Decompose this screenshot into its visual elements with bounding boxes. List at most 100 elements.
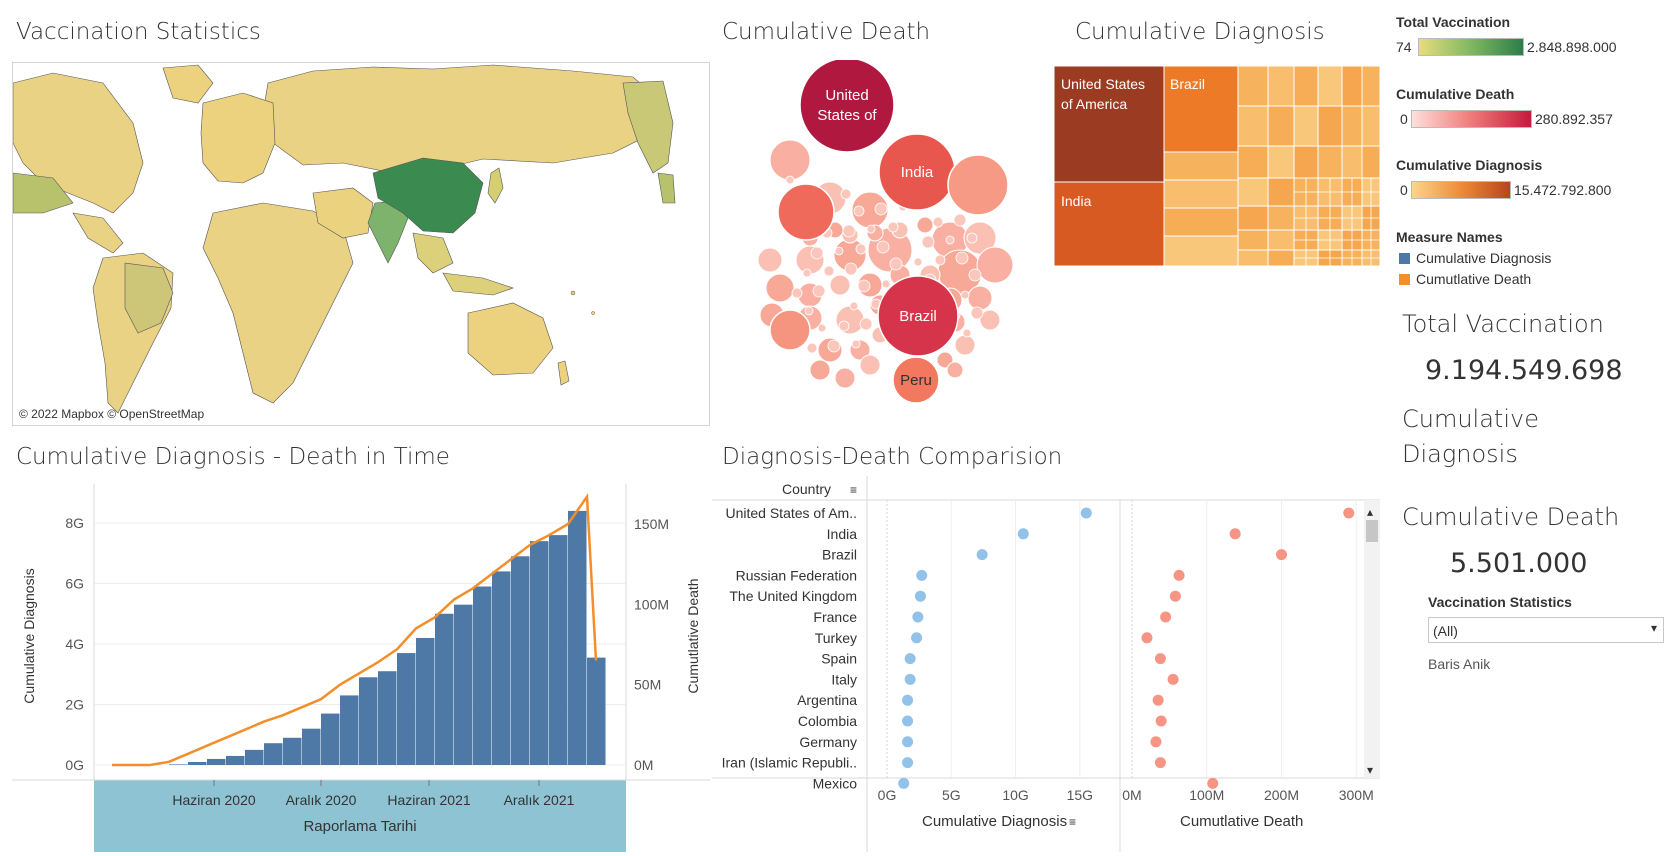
legend-measure-names-title: Measure Names xyxy=(1396,229,1503,245)
cmp-dot xyxy=(1080,507,1092,519)
bubble-tiny xyxy=(840,188,852,200)
kpi-total-vaccination-value: 9.194.549.698 xyxy=(1425,355,1623,386)
bubble-tiny xyxy=(810,246,824,260)
x-tick-label: Aralık 2020 xyxy=(286,792,357,808)
cmp-dot xyxy=(1343,507,1355,519)
bubble-tiny xyxy=(849,301,859,311)
cmp-x-tick-label: 15G xyxy=(1067,787,1093,803)
diagnosis-death-comparison-chart[interactable]: Country ≡ United States of Am.. India Braz… xyxy=(712,476,1392,852)
cmp-x-tick-label: 10G xyxy=(1002,787,1028,803)
sort-icon-diagnosis[interactable]: ≡ xyxy=(1069,815,1076,829)
bubble-tiny xyxy=(934,254,946,266)
map-region-usa-west xyxy=(13,172,74,214)
bubble-tiny xyxy=(804,306,814,316)
y-tick-label: 4G xyxy=(65,636,84,652)
bubble-tiny xyxy=(970,306,984,320)
bar-cumulative-diagnosis xyxy=(340,695,359,765)
cmp-dot xyxy=(1141,632,1153,644)
map-credit: © 2022 Mapbox © OpenStreetMap xyxy=(19,407,205,421)
bar-cumulative-diagnosis xyxy=(511,556,530,765)
country-row-label: France xyxy=(813,609,857,625)
world-map[interactable]: © 2022 Mapbox © OpenStreetMap xyxy=(12,62,710,426)
x-axis-label-diagnosis: Cumulative Diagnosis xyxy=(922,813,1067,830)
bar-cumulative-diagnosis xyxy=(416,637,435,765)
bubble-small xyxy=(976,246,1014,284)
legend-cumulative-death-min: 0 xyxy=(1400,111,1408,127)
cumulative-death-bubbles[interactable]: United States of India Brazil Peru xyxy=(750,57,1030,410)
bubble-brazil-label: Brazil xyxy=(899,308,937,325)
cmp-dot xyxy=(1152,694,1164,706)
row-header-country[interactable]: Country xyxy=(782,481,831,497)
x-axis-label-death: Cumutlative Death xyxy=(1180,813,1303,830)
treemap-cell xyxy=(1317,105,1343,147)
bar-cumulative-diagnosis xyxy=(169,764,188,765)
country-row-label: Brazil xyxy=(822,547,857,563)
diagnosis-death-in-time-title: Cumulative Diagnosis - Death in Time xyxy=(16,444,450,470)
bubble-tiny xyxy=(827,339,841,353)
filter-title: Vaccination Statistics xyxy=(1428,594,1572,610)
treemap-small-cells xyxy=(1163,65,1381,267)
cmp-dot xyxy=(1154,653,1166,665)
diagnosis-death-time-chart[interactable]: 0G 2G 4G 6G 8G 0M 50M 100M 150M Haziran 2020 Ara… xyxy=(12,484,710,852)
treemap-cell xyxy=(1267,145,1295,179)
country-row-label: Argentina xyxy=(797,692,857,708)
bubble-tiny xyxy=(881,279,891,289)
scrollbar-track xyxy=(1364,500,1380,778)
y-tick-label: 6G xyxy=(65,576,84,592)
legend-swatch-orange xyxy=(1399,274,1410,285)
dropdown-arrow-icon[interactable]: ▾ xyxy=(1650,621,1657,635)
legend-item-cumulative-diagnosis[interactable]: Cumulative Diagnosis xyxy=(1399,250,1551,266)
cmp-dot xyxy=(914,590,926,602)
bubble-tiny xyxy=(876,240,890,254)
treemap-svg: United States of America India Brazil xyxy=(1053,65,1381,267)
y-tick-label: 8G xyxy=(65,515,84,531)
bubble-tiny xyxy=(844,262,858,276)
bar-cumulative-diagnosis xyxy=(492,571,511,765)
treemap-cell xyxy=(1293,145,1319,179)
bubble-small xyxy=(963,221,997,255)
bubble-tiny xyxy=(842,224,856,238)
cmp-dot xyxy=(1276,549,1288,561)
bubble-tiny xyxy=(874,202,888,216)
kpi-cumulative-diagnosis-title-2: Diagnosis xyxy=(1402,440,1518,468)
cumulative-death-title: Cumulative Death xyxy=(722,19,931,45)
bubble-small xyxy=(859,354,881,376)
bubble-tiny xyxy=(955,251,969,265)
bubble-tiny xyxy=(802,268,812,278)
scrollbar-thumb[interactable] xyxy=(1366,520,1378,542)
bar-cumulative-diagnosis xyxy=(264,743,283,765)
cmp-dot xyxy=(902,694,914,706)
treemap-brazil xyxy=(1163,65,1239,153)
sort-icon[interactable]: ≡ xyxy=(850,483,857,497)
treemap-brazil-label: Brazil xyxy=(1170,76,1205,92)
legend-total-vaccination-min: 74 xyxy=(1396,39,1412,55)
cumulative-diagnosis-treemap[interactable]: United States of America India Brazil xyxy=(1053,65,1381,267)
bubble-tiny xyxy=(932,216,944,228)
legend-item-cumulative-death[interactable]: Cumutlative Death xyxy=(1399,271,1531,287)
legend-total-vaccination-gradient xyxy=(1418,38,1524,56)
bubble-large-2 xyxy=(947,154,1009,216)
bar-cumulative-diagnosis xyxy=(283,737,302,765)
bar-cumulative-diagnosis xyxy=(473,586,492,765)
treemap-cell xyxy=(1237,205,1269,231)
treemap-usa-label-2: of America xyxy=(1061,96,1127,112)
world-map-svg xyxy=(13,63,709,425)
y2-tick-label: 100M xyxy=(634,596,669,612)
treemap-cell xyxy=(1317,145,1343,179)
scroll-up-icon[interactable]: ▴ xyxy=(1367,505,1373,519)
bubble-tiny xyxy=(791,287,803,299)
country-row-label: Iran (Islamic Republi.. xyxy=(722,755,857,771)
cmp-dot xyxy=(976,549,988,561)
map-region-brazil xyxy=(124,262,174,334)
comparison-chart-svg: Country ≡ United States of Am.. India Braz… xyxy=(712,476,1380,852)
country-row-label: Germany xyxy=(799,734,857,750)
scroll-down-icon[interactable]: ▾ xyxy=(1367,763,1373,777)
country-row-label: Mexico xyxy=(813,775,858,791)
bubble-small xyxy=(765,273,795,303)
legend-cumulative-diagnosis-max: 15.472.792.800 xyxy=(1514,182,1612,198)
bubble-tiny xyxy=(823,265,835,277)
bubble-tiny xyxy=(966,232,978,244)
country-row-label: Colombia xyxy=(798,713,857,729)
vaccination-filter-dropdown[interactable]: (All) ▾ xyxy=(1428,617,1664,643)
map-region-se-asia xyxy=(412,232,454,274)
